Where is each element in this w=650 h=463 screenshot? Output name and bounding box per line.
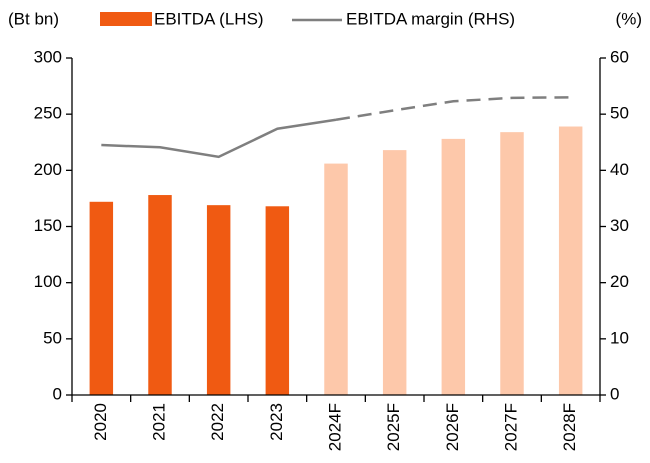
x-tick-label: 2024F xyxy=(325,403,344,451)
y-tick-label: 200 xyxy=(34,160,62,179)
bar xyxy=(324,163,348,395)
y2-tick-label: 60 xyxy=(610,47,629,66)
x-tick-label: 2027F xyxy=(501,403,520,451)
x-tick-label: 2022 xyxy=(208,403,227,441)
bar xyxy=(265,206,290,395)
x-tick-label: 2020 xyxy=(91,403,110,441)
y2-tick-label: 10 xyxy=(610,328,629,347)
x-tick-label: 2026F xyxy=(443,403,462,451)
bar xyxy=(558,126,583,396)
y-axis-label: (Bt bn) xyxy=(8,9,59,28)
x-tick-label: 2021 xyxy=(149,403,168,441)
x-tick-label: 2023 xyxy=(267,403,286,441)
y2-tick-label: 50 xyxy=(610,104,629,123)
line xyxy=(335,96,571,122)
y-tick-label: 100 xyxy=(34,272,62,291)
x-tick-label: 2028F xyxy=(560,403,579,451)
y-tick-label: 300 xyxy=(34,47,62,66)
legend-swatch xyxy=(100,12,152,26)
legend-label: EBITDA (LHS) xyxy=(154,9,264,28)
y2-tick-label: 20 xyxy=(610,272,629,291)
y2-tick-label: 0 xyxy=(610,384,619,403)
y2-tick-label: 30 xyxy=(610,216,629,235)
y-tick-label: 0 xyxy=(53,384,62,403)
legend-label: EBITDA margin (RHS) xyxy=(346,9,515,28)
y-tick-label: 250 xyxy=(34,104,62,123)
y2-tick-label: 40 xyxy=(610,160,629,179)
bar xyxy=(382,150,407,395)
y2-axis-label: (%) xyxy=(616,9,642,28)
x-tick-label: 2025F xyxy=(384,403,403,451)
y-tick-label: 50 xyxy=(43,328,62,347)
line xyxy=(101,118,337,159)
bar xyxy=(89,201,114,395)
bar xyxy=(441,138,466,395)
y-tick-label: 150 xyxy=(34,216,62,235)
bar xyxy=(206,205,231,395)
bar xyxy=(148,195,172,395)
bar xyxy=(500,132,524,395)
